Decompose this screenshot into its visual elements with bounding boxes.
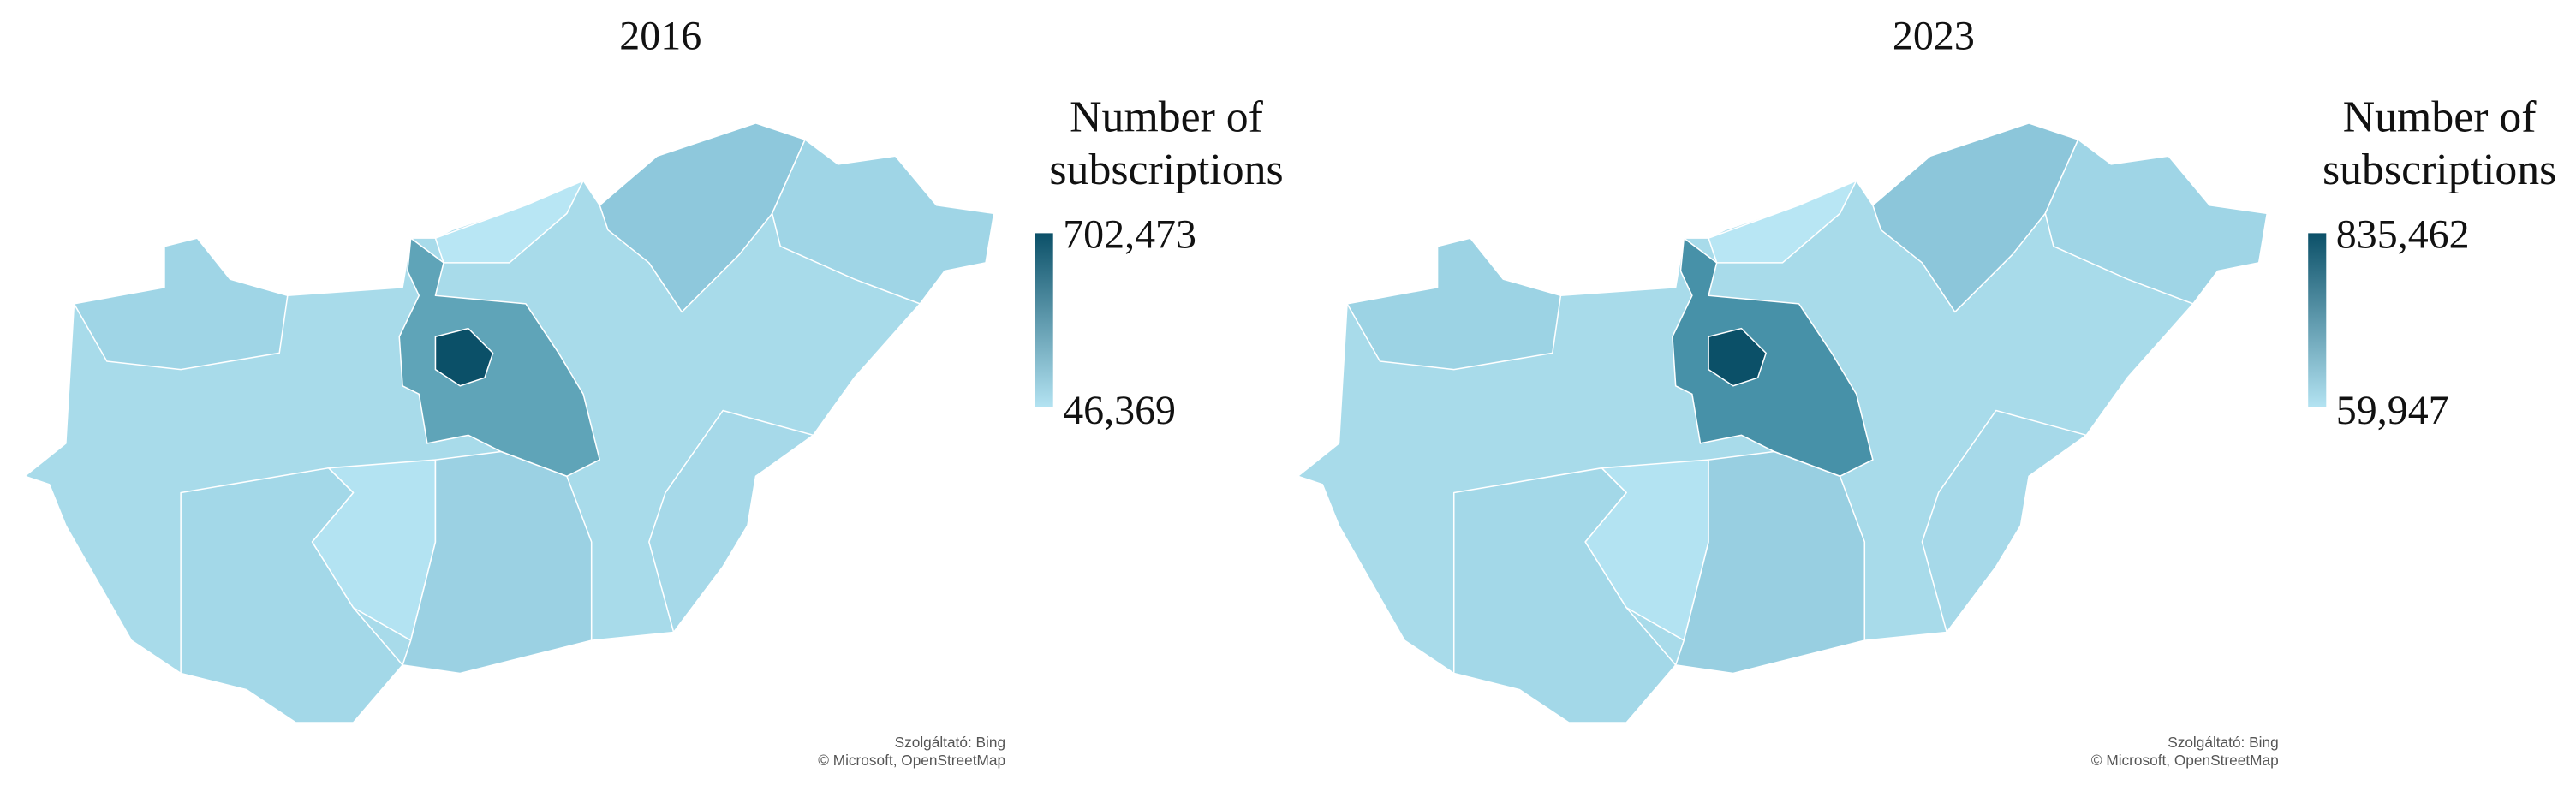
legend-title: Number of [1070, 92, 1264, 141]
map-title: 2016 [619, 14, 701, 59]
region [1346, 237, 1562, 371]
legend-scale [1035, 233, 1053, 407]
legend-title: Number of [2343, 92, 2537, 141]
legend-title: subscriptions [1049, 146, 1283, 194]
map-2023 [1297, 122, 2269, 723]
map-title: 2023 [1893, 14, 1975, 59]
attribution: © Microsoft, OpenStreetMap [2091, 752, 2279, 769]
legend-max-label: 835,462 [2336, 212, 2470, 258]
legend-scale [2308, 233, 2327, 407]
map-labels: 2023 Number of subscriptions 835,462 59,947 S… [1893, 14, 2556, 769]
legend-max-label: 702,473 [1063, 212, 1196, 258]
legend-min-label: 46,369 [1063, 388, 1176, 433]
attribution: Szolgáltató: Bing [2168, 734, 2278, 751]
legend-min-label: 59,947 [2336, 388, 2449, 433]
legend-title: subscriptions [2323, 146, 2556, 194]
region [73, 237, 289, 371]
map-2016 [24, 122, 995, 723]
attribution: Szolgáltató: Bing [895, 734, 1005, 751]
attribution: © Microsoft, OpenStreetMap [818, 752, 1005, 769]
map-labels: 2016 Number of subscriptions 702,473 46,369 S… [619, 14, 1283, 769]
